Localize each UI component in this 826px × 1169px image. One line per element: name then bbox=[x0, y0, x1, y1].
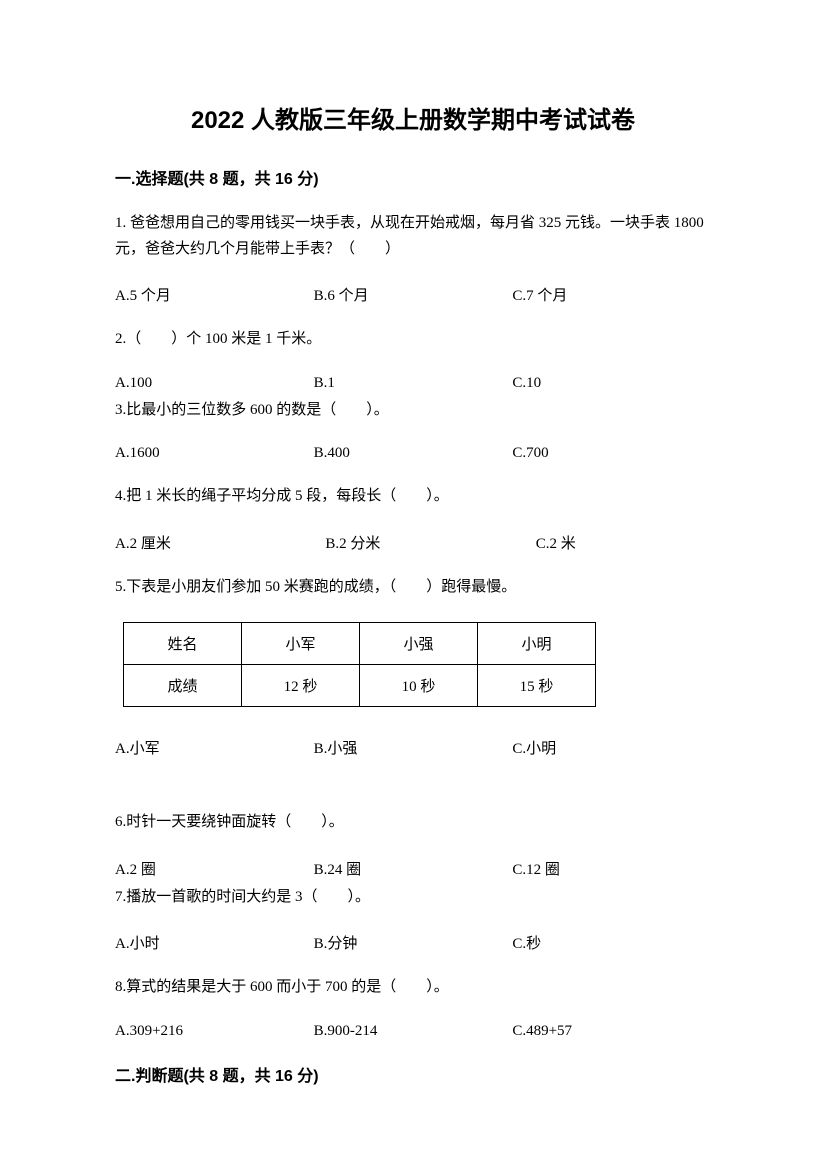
question-6-options: A.2 圈 B.24 圈 C.12 圈 bbox=[115, 858, 711, 879]
table-row: 成绩 12 秒 10 秒 15 秒 bbox=[124, 665, 596, 707]
question-5-options: A.小军 B.小强 C.小明 bbox=[115, 737, 711, 758]
q1-option-b: B.6 个月 bbox=[314, 284, 513, 305]
question-4-options: A.2 厘米 B.2 分米 C.2 米 bbox=[115, 532, 711, 553]
q8-option-b: B.900-214 bbox=[314, 1023, 513, 1040]
q6-option-b: B.24 圈 bbox=[314, 858, 513, 879]
question-6-text: 6.时针一天要绕钟面旋转（ ）。 bbox=[115, 810, 711, 836]
q2-option-c: C.10 bbox=[512, 375, 711, 392]
q4-option-b: B.2 分米 bbox=[325, 532, 535, 553]
question-2-options: A.100 B.1 C.10 bbox=[115, 375, 711, 392]
table-cell: 12 秒 bbox=[242, 665, 360, 707]
q3-option-c: C.700 bbox=[512, 445, 711, 462]
question-3-options: A.1600 B.400 C.700 bbox=[115, 445, 711, 462]
q2-option-a: A.100 bbox=[115, 375, 314, 392]
q3-option-b: B.400 bbox=[314, 445, 513, 462]
q7-option-a: A.小时 bbox=[115, 932, 314, 953]
table-cell: 15 秒 bbox=[478, 665, 596, 707]
q7-option-b: B.分钟 bbox=[314, 932, 513, 953]
table-cell: 姓名 bbox=[124, 623, 242, 665]
question-5-text: 5.下表是小朋友们参加 50 米赛跑的成绩，（ ）跑得最慢。 bbox=[115, 575, 711, 601]
q8-option-a: A.309+216 bbox=[115, 1023, 314, 1040]
question-8-text: 8.算式的结果是大于 600 而小于 700 的是（ ）。 bbox=[115, 975, 711, 1001]
question-2-text: 2.（ ）个 100 米是 1 千米。 bbox=[115, 327, 711, 353]
table-cell: 小军 bbox=[242, 623, 360, 665]
score-table: 姓名 小军 小强 小明 成绩 12 秒 10 秒 15 秒 bbox=[123, 622, 596, 707]
q4-option-a: A.2 厘米 bbox=[115, 532, 325, 553]
q6-option-a: A.2 圈 bbox=[115, 858, 314, 879]
section-2-header: 二.判断题(共 8 题，共 16 分) bbox=[115, 1062, 711, 1086]
q1-option-c: C.7 个月 bbox=[512, 284, 711, 305]
q5-option-c: C.小明 bbox=[512, 737, 711, 758]
question-3-text: 3.比最小的三位数多 600 的数是（ ）。 bbox=[115, 398, 711, 424]
q1-option-a: A.5 个月 bbox=[115, 284, 314, 305]
table-cell: 小强 bbox=[360, 623, 478, 665]
question-1-options: A.5 个月 B.6 个月 C.7 个月 bbox=[115, 284, 711, 305]
q6-option-c: C.12 圈 bbox=[512, 858, 711, 879]
q3-option-a: A.1600 bbox=[115, 445, 314, 462]
table-row: 姓名 小军 小强 小明 bbox=[124, 623, 596, 665]
section-1-header: 一.选择题(共 8 题，共 16 分) bbox=[115, 165, 711, 189]
table-cell: 成绩 bbox=[124, 665, 242, 707]
question-7-text: 7.播放一首歌的时间大约是 3（ ）。 bbox=[115, 885, 711, 911]
question-4-text: 4.把 1 米长的绳子平均分成 5 段，每段长（ ）。 bbox=[115, 484, 711, 510]
question-1-text: 1. 爸爸想用自己的零用钱买一块手表，从现在开始戒烟，每月省 325 元钱。一块… bbox=[115, 211, 711, 262]
q7-option-c: C.秒 bbox=[512, 932, 711, 953]
q5-option-a: A.小军 bbox=[115, 737, 314, 758]
table-cell: 小明 bbox=[478, 623, 596, 665]
exam-title: 2022 人教版三年级上册数学期中考试试卷 bbox=[115, 100, 711, 135]
q2-option-b: B.1 bbox=[314, 375, 513, 392]
question-8-options: A.309+216 B.900-214 C.489+57 bbox=[115, 1023, 711, 1040]
question-7-options: A.小时 B.分钟 C.秒 bbox=[115, 932, 711, 953]
table-cell: 10 秒 bbox=[360, 665, 478, 707]
q5-option-b: B.小强 bbox=[314, 737, 513, 758]
q8-option-c: C.489+57 bbox=[512, 1023, 711, 1040]
q4-option-c: C.2 米 bbox=[536, 532, 711, 553]
